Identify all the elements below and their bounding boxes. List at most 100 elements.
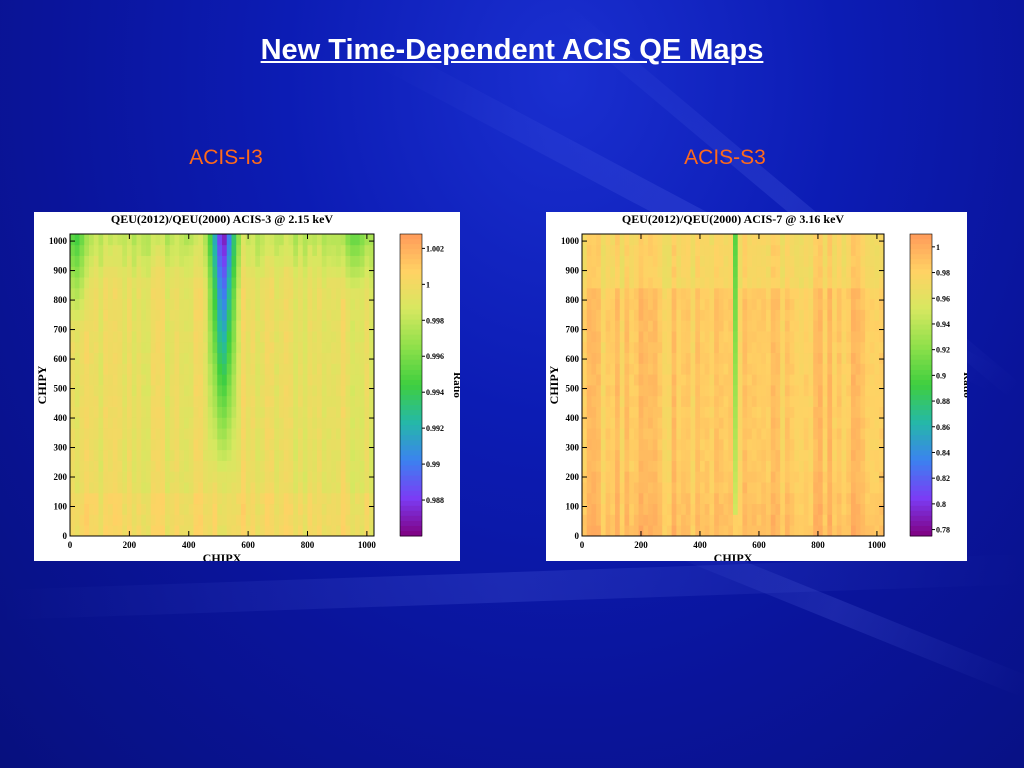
heatmap-cell xyxy=(681,255,687,267)
heatmap-cell xyxy=(676,525,682,537)
heatmap-cell xyxy=(822,525,828,537)
heatmap-cell xyxy=(136,482,142,494)
heatmap-cell xyxy=(359,449,365,461)
heatmap-cell xyxy=(652,395,658,407)
heatmap-cell xyxy=(633,438,640,451)
heatmap-cell xyxy=(803,309,809,321)
heatmap-cell xyxy=(624,341,630,354)
heatmap-cell xyxy=(803,406,809,418)
heatmap-cell xyxy=(293,341,299,354)
heatmap-cell xyxy=(638,460,644,472)
heatmap-cell xyxy=(93,406,99,418)
heatmap-cell xyxy=(841,363,847,375)
heatmap-cell xyxy=(733,298,739,310)
heatmap-cell xyxy=(695,341,701,354)
heatmap-cell xyxy=(226,492,232,505)
heatmap-cell xyxy=(846,417,852,429)
heatmap-cell xyxy=(293,438,299,451)
heatmap-cell xyxy=(756,395,762,407)
heatmap-cell xyxy=(274,406,280,418)
heatmap-cell xyxy=(846,341,852,354)
heatmap-cell xyxy=(307,492,313,505)
heatmap-cell xyxy=(70,460,76,472)
colorbar-segment xyxy=(910,309,932,316)
heatmap-cell xyxy=(582,287,588,300)
heatmap-cell xyxy=(832,374,838,386)
heatmap-cell xyxy=(879,406,885,418)
heatmap-cell xyxy=(317,277,323,289)
heatmap-cell xyxy=(317,471,323,483)
heatmap-cell xyxy=(685,471,691,483)
heatmap-cell xyxy=(794,298,800,310)
heatmap-cell xyxy=(70,277,76,289)
heatmap-cell xyxy=(860,438,866,451)
heatmap-cell xyxy=(150,341,156,354)
heatmap-cell xyxy=(364,331,370,343)
heatmap-cell xyxy=(799,449,805,461)
heatmap-cell xyxy=(794,395,800,407)
colorbar-segment xyxy=(400,390,422,396)
heatmap-cell xyxy=(789,503,795,515)
heatmap-cell xyxy=(666,492,673,505)
heatmap-cell xyxy=(312,449,318,461)
heatmap-cell xyxy=(657,309,663,321)
heatmap-cell xyxy=(827,320,833,332)
y-tick-label: 900 xyxy=(566,266,580,276)
heatmap-cell xyxy=(780,352,786,364)
heatmap-cell xyxy=(312,320,318,332)
heatmap-cell xyxy=(855,266,861,278)
heatmap-cell xyxy=(321,255,327,267)
heatmap-cell xyxy=(302,482,308,494)
heatmap-cell xyxy=(288,525,294,537)
heatmap-cell xyxy=(695,492,701,505)
heatmap-cell xyxy=(605,395,611,407)
heatmap-cell xyxy=(761,244,767,256)
heatmap-cell xyxy=(723,255,729,267)
heatmap-cell xyxy=(808,309,814,321)
heatmap-cell xyxy=(84,395,90,407)
heatmap-cell xyxy=(742,234,748,246)
heatmap-cell xyxy=(241,352,247,364)
heatmap-cell xyxy=(231,341,237,354)
heatmap-cell xyxy=(269,341,275,354)
heatmap-cell xyxy=(742,287,748,300)
heatmap-cell xyxy=(279,471,285,483)
heatmap-cell xyxy=(317,395,323,407)
heatmap-cell xyxy=(89,352,95,364)
heatmap-cell xyxy=(188,234,194,246)
heatmap-cell xyxy=(355,492,361,505)
heatmap-cell xyxy=(629,234,635,246)
heatmap-cell xyxy=(832,352,838,364)
y-tick-label: 700 xyxy=(566,325,580,335)
heatmap-cell xyxy=(345,471,351,483)
heatmap-cell xyxy=(345,503,351,515)
heatmap-cell xyxy=(283,525,289,537)
heatmap-cell xyxy=(666,363,673,375)
heatmap-cell xyxy=(279,460,285,472)
heatmap-cell xyxy=(207,341,213,354)
heatmap-cell xyxy=(350,492,356,505)
heatmap-cell xyxy=(605,514,611,526)
heatmap-cell xyxy=(657,449,663,461)
heatmap-cell xyxy=(241,471,247,483)
heatmap-cell xyxy=(619,234,625,246)
heatmap-cell xyxy=(302,471,308,483)
heatmap-cell xyxy=(288,298,294,310)
heatmap-cell xyxy=(79,363,85,375)
x-tick-label: 0 xyxy=(580,540,585,550)
heatmap-cell xyxy=(112,492,118,505)
heatmap-cell xyxy=(317,374,323,386)
heatmap-cell xyxy=(690,428,696,440)
heatmap-cell xyxy=(799,395,805,407)
heatmap-cell xyxy=(236,331,242,343)
heatmap-cell xyxy=(264,244,270,256)
heatmap-cell xyxy=(733,428,739,440)
heatmap-cell xyxy=(605,460,611,472)
colorbar-segment xyxy=(400,249,422,255)
heatmap-cell xyxy=(155,277,161,289)
heatmap-cell xyxy=(108,244,114,256)
heatmap-cell xyxy=(174,341,180,354)
heatmap-cell xyxy=(822,482,828,494)
heatmap-cell xyxy=(274,277,280,289)
